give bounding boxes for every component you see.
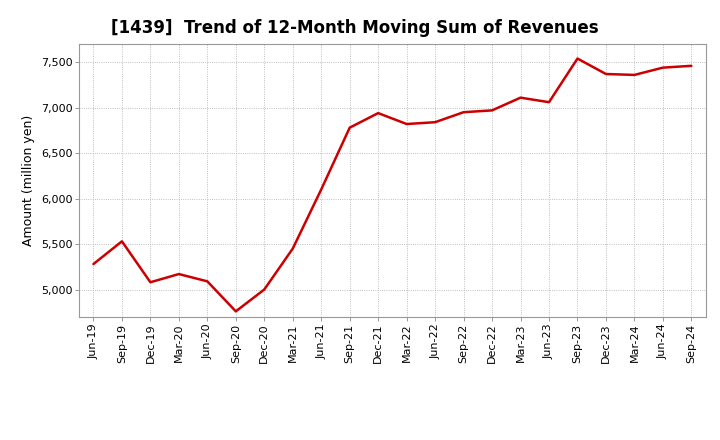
Text: [1439]  Trend of 12-Month Moving Sum of Revenues: [1439] Trend of 12-Month Moving Sum of R…: [111, 19, 598, 37]
Y-axis label: Amount (million yen): Amount (million yen): [22, 115, 35, 246]
